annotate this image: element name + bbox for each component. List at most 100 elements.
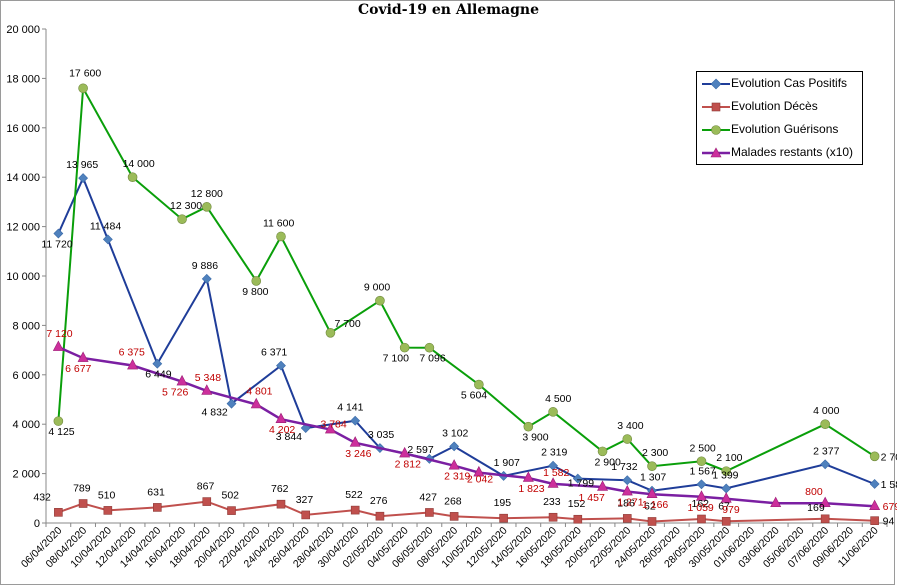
- data-point: [647, 517, 657, 526]
- data-point: [78, 173, 89, 183]
- data-label: 3 784: [320, 419, 346, 431]
- data-point: [324, 422, 336, 434]
- data-point: [547, 477, 559, 488]
- data-point: [548, 460, 558, 471]
- data-label: 152: [568, 498, 586, 510]
- data-label: 62: [644, 500, 656, 512]
- data-labels-layer: 11 720 13 965 11 484 6 449 9 886 4 832 6 371 3 …: [33, 67, 897, 527]
- y-tick-label: 20 000: [6, 24, 40, 36]
- y-tick-label: 18 000: [6, 73, 40, 85]
- data-point: [622, 475, 633, 486]
- data-point: [251, 276, 262, 286]
- data-point: [819, 496, 831, 508]
- y-tick-label: 14 000: [6, 172, 40, 184]
- data-label: 7 096: [419, 353, 445, 365]
- data-point: [869, 451, 880, 462]
- data-point: [399, 342, 410, 353]
- data-label: 94: [883, 516, 895, 528]
- data-point: [350, 505, 360, 515]
- data-label: 327: [296, 494, 314, 506]
- data-label: 7 100: [383, 353, 409, 365]
- data-label: 2 100: [716, 452, 742, 464]
- data-point: [697, 514, 706, 524]
- data-point: [77, 351, 89, 362]
- data-label: 6 677: [65, 363, 91, 375]
- y-tick-label: 16 000: [6, 123, 40, 135]
- data-label: 1 580: [881, 479, 897, 491]
- data-point: [499, 513, 508, 523]
- data-point: [548, 407, 558, 417]
- data-point: [621, 484, 633, 496]
- data-point: [201, 384, 213, 395]
- legend: Evolution Cas Positifs Evolution Décès E…: [696, 71, 863, 165]
- data-label: 1 823: [518, 483, 544, 495]
- legend-item-guerisons: Evolution Guérisons: [697, 119, 862, 141]
- data-point: [548, 512, 558, 522]
- data-label: 13 965: [66, 159, 98, 171]
- data-label: 5 604: [461, 390, 487, 402]
- data-point: [721, 466, 732, 476]
- data-label: 4 832: [202, 407, 228, 419]
- legend-item-deces: Evolution Décès: [697, 96, 862, 118]
- data-point: [424, 342, 435, 353]
- data-label: 268: [444, 495, 462, 507]
- data-point: [325, 328, 336, 338]
- data-label: 11 484: [90, 220, 121, 232]
- data-point: [647, 461, 657, 471]
- data-label: 67: [718, 500, 730, 512]
- data-label: 7 700: [334, 318, 360, 330]
- legend-marker-square: [702, 102, 730, 112]
- data-label: 2 812: [395, 459, 421, 471]
- data-point: [695, 490, 707, 501]
- series-3: [53, 83, 880, 476]
- data-label: 1 907: [494, 457, 520, 469]
- y-tick-label: 6 000: [12, 370, 40, 382]
- data-point: [53, 228, 64, 239]
- data-label: 510: [98, 489, 116, 501]
- legend-label: Malades restants (x10): [731, 145, 854, 159]
- data-label: 1 457: [579, 492, 605, 504]
- data-label: 169: [807, 502, 825, 514]
- data-label: 7 120: [46, 328, 72, 340]
- legend-marker-circle: [702, 125, 730, 135]
- data-point: [597, 446, 608, 457]
- data-label: 789: [73, 483, 91, 495]
- legend-label: Evolution Cas Positifs: [731, 76, 848, 90]
- data-point: [276, 360, 286, 371]
- data-point: [869, 479, 880, 489]
- data-point: [449, 441, 460, 452]
- data-label: 3 035: [368, 429, 394, 441]
- data-label: 12 300: [170, 200, 202, 212]
- data-point: [572, 473, 583, 484]
- data-label: 679: [883, 501, 897, 513]
- data-label: 2 042: [467, 474, 493, 486]
- data-label: 4 141: [337, 402, 363, 414]
- data-point: [622, 514, 632, 523]
- data-point: [350, 415, 361, 426]
- data-label: 4 000: [813, 405, 839, 417]
- series-line: [57, 345, 875, 508]
- series-line: [58, 500, 875, 523]
- data-point: [152, 358, 163, 369]
- data-label: 1 271: [617, 497, 643, 509]
- data-label: 1 732: [611, 461, 637, 473]
- data-label: 2 700: [881, 451, 897, 463]
- data-point: [201, 273, 212, 284]
- y-tick-label: 0: [34, 518, 40, 530]
- data-label: 522: [345, 489, 363, 501]
- data-label: 4 500: [545, 393, 571, 405]
- data-label: 2 319: [444, 471, 470, 483]
- data-point: [127, 358, 139, 370]
- data-label: 979: [722, 504, 740, 516]
- series-layer: [52, 83, 881, 526]
- data-point: [523, 421, 534, 432]
- data-label: 3 900: [522, 432, 548, 444]
- data-label: 2 900: [595, 456, 621, 468]
- data-point: [646, 487, 658, 498]
- data-label: 9 800: [242, 286, 268, 298]
- data-label: 195: [494, 497, 512, 509]
- data-label: 1 399: [712, 469, 738, 481]
- data-point: [870, 516, 879, 525]
- data-point: [250, 397, 262, 409]
